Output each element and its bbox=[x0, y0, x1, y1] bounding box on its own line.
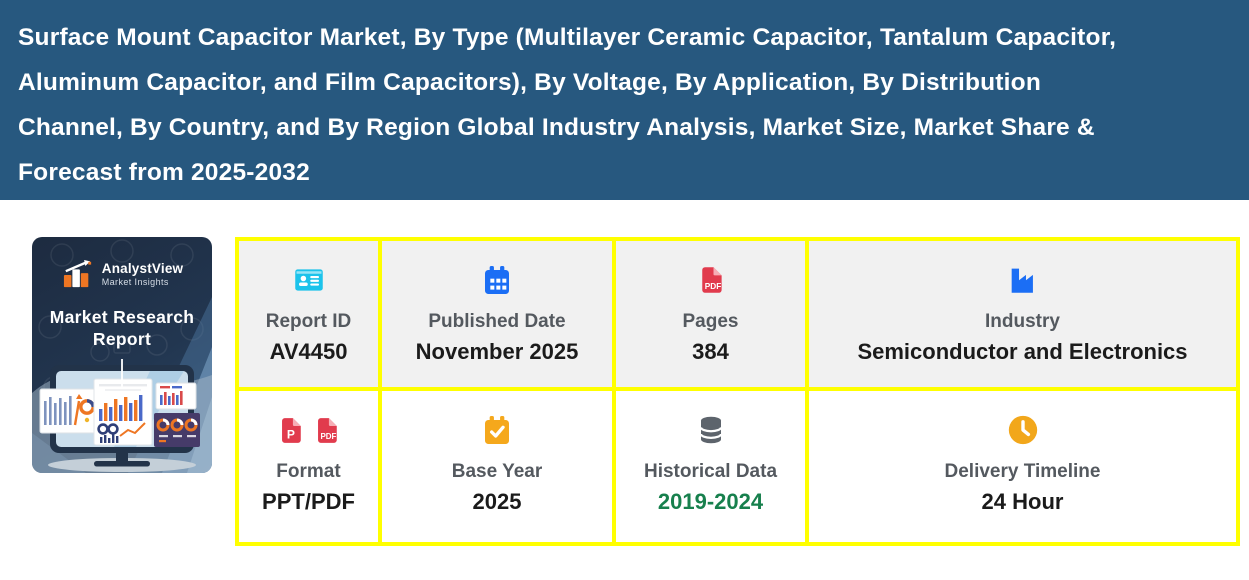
svg-text:PDF: PDF bbox=[704, 282, 721, 291]
report-header-section: AnalystView Market Insights Market Resea… bbox=[0, 200, 1249, 580]
info-cell-base-year: Base Year 2025 bbox=[382, 391, 612, 542]
cover-brand-name: AnalystView bbox=[101, 261, 184, 276]
info-cell-historical-data: Historical Data 2019-2024 bbox=[616, 391, 805, 542]
ppt-file-icon: P bbox=[282, 417, 301, 443]
page-title: Surface Mount Capacitor Market, By Type … bbox=[18, 24, 1117, 186]
calendar-icon bbox=[481, 262, 513, 298]
info-value: November 2025 bbox=[415, 339, 579, 364]
info-label: Delivery Timeline bbox=[944, 461, 1101, 482]
database-icon bbox=[695, 412, 727, 448]
info-label: Pages bbox=[682, 311, 739, 332]
analystview-logo: AnalystView Market Insights bbox=[61, 259, 184, 289]
cover-illustration bbox=[32, 239, 212, 473]
info-value: AV4450 bbox=[269, 339, 348, 364]
info-value: Semiconductor and Electronics bbox=[857, 339, 1188, 364]
cover-brand-tagline: Market Insights bbox=[101, 277, 169, 287]
calendar-check-icon bbox=[481, 412, 513, 448]
info-value: 384 bbox=[692, 339, 729, 364]
info-cell-report-id: Report ID AV4450 bbox=[239, 241, 378, 387]
analystview-logo-icon bbox=[63, 259, 91, 288]
info-value: 24 Hour bbox=[981, 489, 1064, 514]
pdf-file-icon: PDF bbox=[696, 262, 726, 298]
info-cell-delivery-timeline: Delivery Timeline 24 Hour bbox=[809, 391, 1236, 542]
id-card-icon bbox=[290, 262, 328, 298]
clock-icon bbox=[1006, 412, 1040, 448]
info-cell-industry: Industry Semiconductor and Electronics bbox=[809, 241, 1236, 387]
info-cell-published-date: Published Date November 2025 bbox=[382, 241, 612, 387]
info-label: Base Year bbox=[451, 461, 543, 482]
report-cover-thumbnail: AnalystView Market Insights Market Resea… bbox=[32, 237, 212, 473]
info-cell-pages: PDF Pages 384 bbox=[616, 241, 805, 387]
ppt-pdf-files-icon: P PDF bbox=[276, 412, 341, 448]
info-label: Format bbox=[276, 461, 341, 482]
info-value: PPT/PDF bbox=[262, 489, 355, 514]
info-label: Industry bbox=[985, 311, 1060, 332]
page-banner: Surface Mount Capacitor Market, By Type … bbox=[0, 0, 1249, 200]
info-label: Published Date bbox=[428, 311, 566, 332]
svg-text:P: P bbox=[287, 427, 295, 441]
info-cell-format: P PDF Format PPT/PDF bbox=[239, 391, 378, 542]
info-value: 2025 bbox=[472, 489, 522, 514]
cover-title: Market Research Report bbox=[49, 307, 195, 349]
cover-divider-line bbox=[121, 358, 123, 387]
pdf-file-icon: PDF bbox=[318, 417, 337, 443]
info-value: 2019-2024 bbox=[657, 489, 764, 514]
info-label: Report ID bbox=[265, 311, 352, 332]
report-info-grid: Report ID AV4450 bbox=[235, 237, 1240, 546]
svg-text:PDF: PDF bbox=[320, 431, 336, 440]
info-label: Historical Data bbox=[643, 461, 778, 482]
factory-icon bbox=[1006, 262, 1040, 298]
